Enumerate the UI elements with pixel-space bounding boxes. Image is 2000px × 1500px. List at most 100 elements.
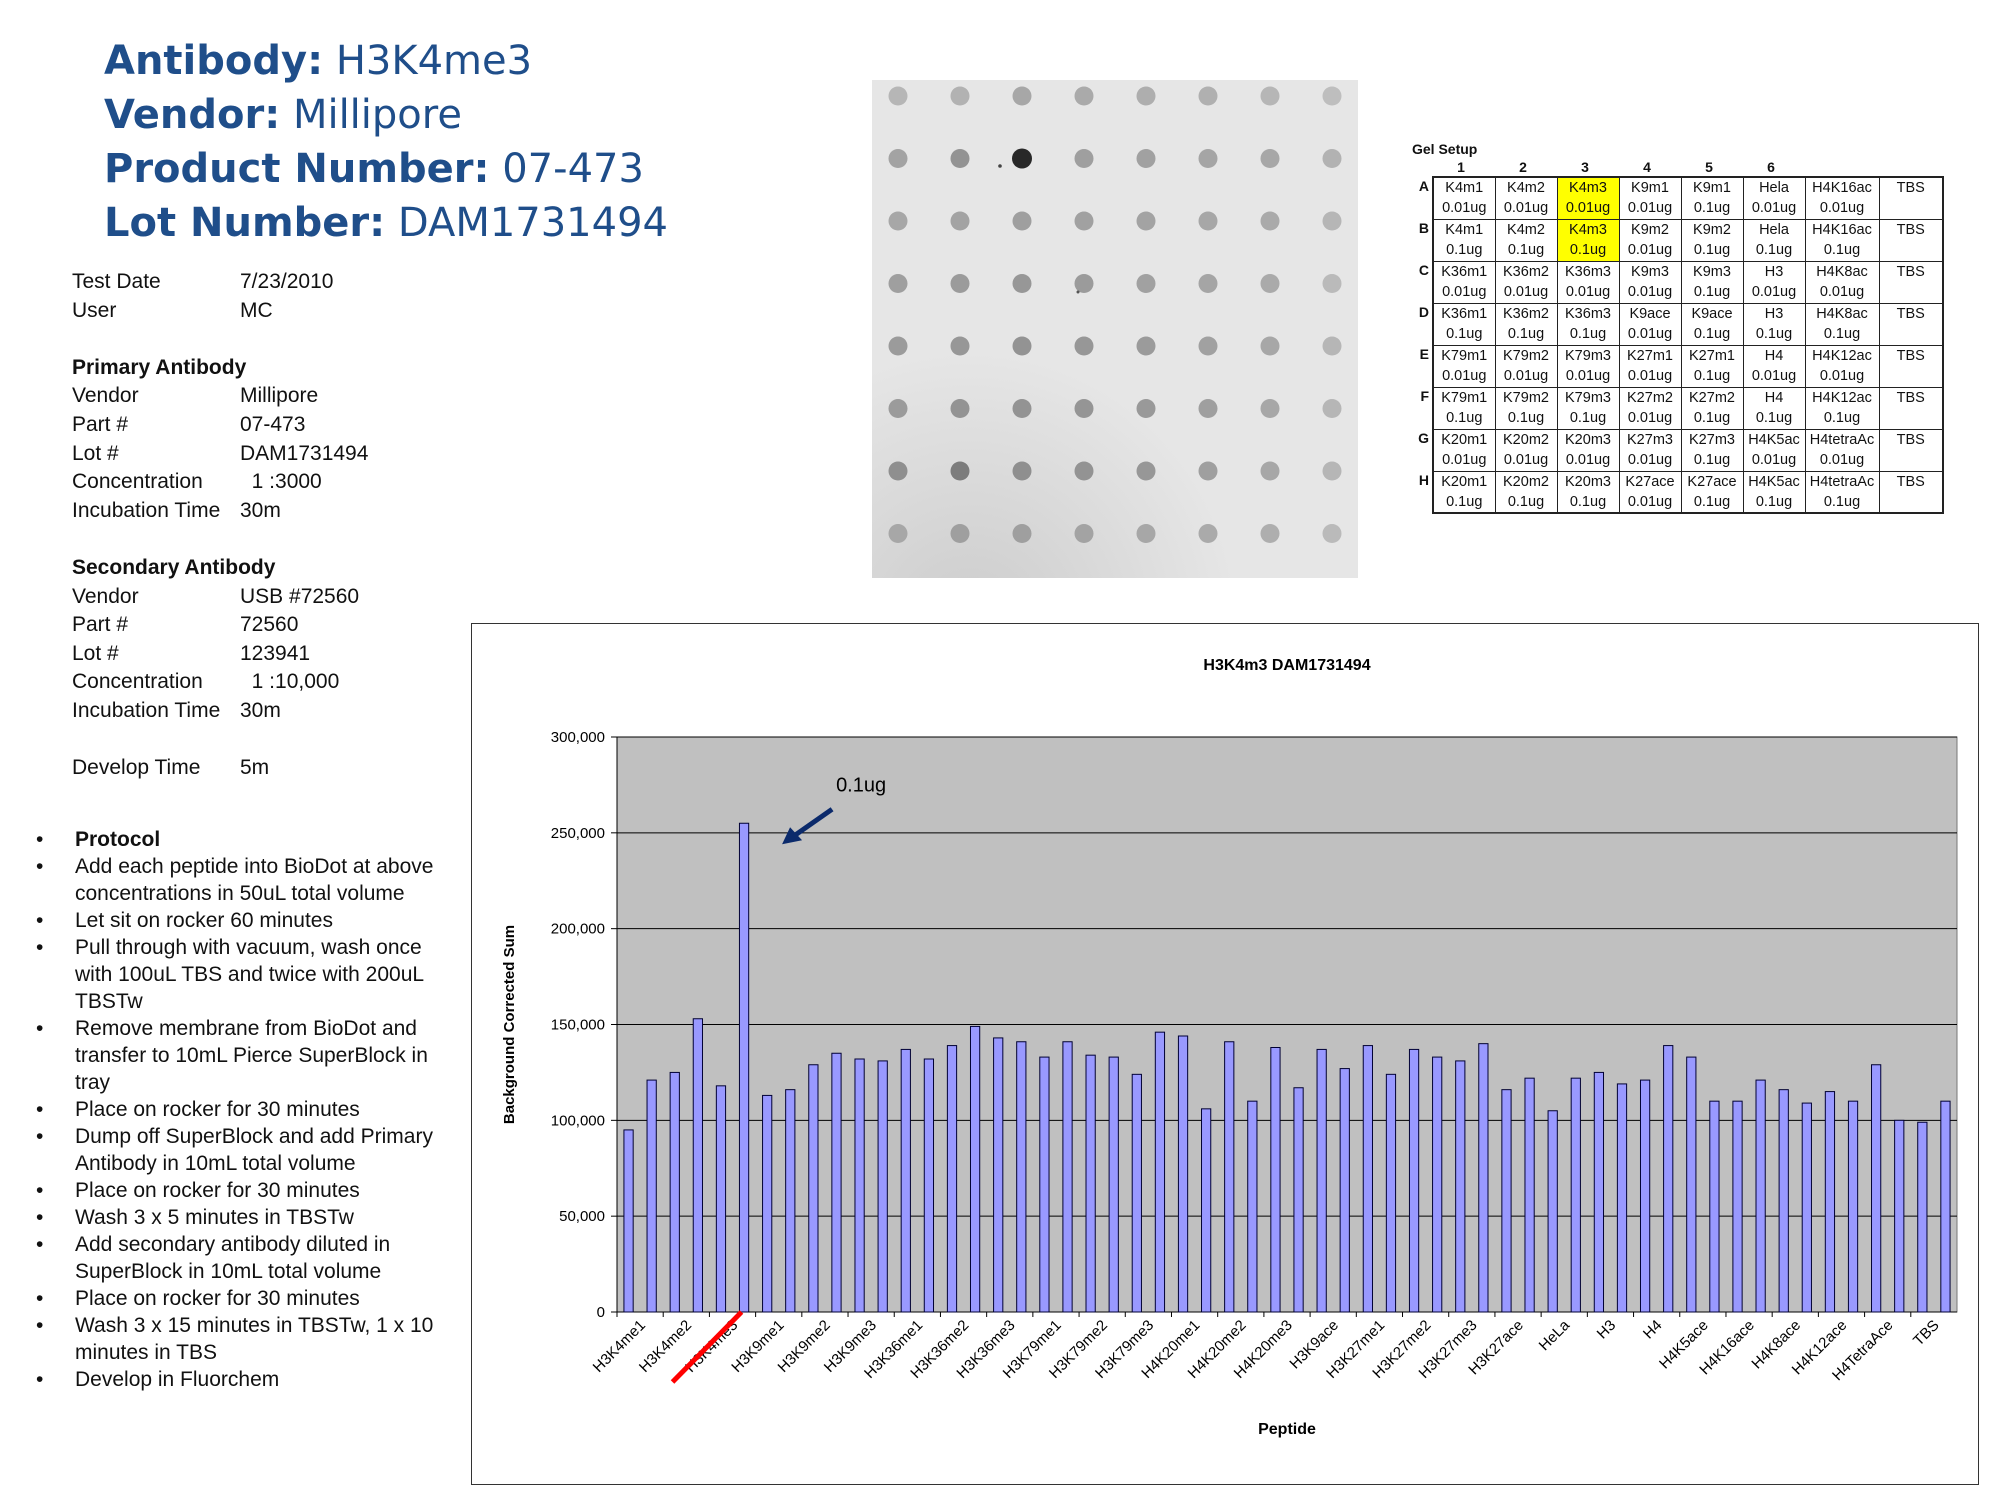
gel-cell-amount: 0.1ug bbox=[1494, 324, 1558, 346]
bar bbox=[1778, 1089, 1789, 1313]
gel-cell-peptide: K27m3 bbox=[1618, 428, 1682, 450]
gel-row-letters: A B C D E F G H bbox=[1412, 176, 1432, 514]
gel-cell-peptide: K79m3 bbox=[1556, 386, 1620, 408]
gel-cell-amount: 0.1ug bbox=[1432, 492, 1496, 514]
secondary-row: Vendor USB #72560 bbox=[72, 583, 368, 612]
gel-cell-amount: 0.01ug bbox=[1618, 282, 1682, 304]
bar bbox=[854, 1058, 865, 1313]
gel-cell-peptide: K4m1 bbox=[1432, 218, 1496, 240]
x-axis-label: Peptide bbox=[1258, 1421, 1316, 1438]
blot-dot bbox=[1322, 336, 1342, 356]
gel-cell-amount: 0.1ug bbox=[1804, 324, 1880, 346]
primary-row-value: 1 :3000 bbox=[240, 470, 322, 494]
bar bbox=[1524, 1077, 1535, 1313]
gel-cell-peptide: K79m1 bbox=[1432, 386, 1496, 408]
gel-cell-amount: 0.1ug bbox=[1432, 324, 1496, 346]
protocol-item: • Remove membrane from BioDot and transfe… bbox=[32, 1015, 452, 1096]
secondary-row-label: Vendor bbox=[72, 584, 139, 608]
gel-column-numbers: 1 2 3 4 5 6 bbox=[1430, 158, 1944, 176]
gel-cell-peptide: H4 bbox=[1742, 344, 1806, 366]
bar bbox=[1732, 1100, 1743, 1313]
bar bbox=[1177, 1035, 1189, 1313]
protocol-item-text: Wash 3 x 15 minutes in TBSTw, 1 x 10 min… bbox=[75, 1314, 434, 1364]
gel-cell-amount: 0.1ug bbox=[1804, 408, 1880, 430]
gel-cell-peptide: Hela bbox=[1742, 176, 1806, 198]
gel-col-number: 2 bbox=[1519, 159, 1527, 175]
blot-speck bbox=[1076, 290, 1080, 294]
gel-cell-peptide: H3 bbox=[1742, 260, 1806, 282]
protocol-item: • Protocol bbox=[32, 826, 452, 853]
blot-dot bbox=[1198, 211, 1218, 231]
protocol-item: • Wash 3 x 5 minutes in TBSTw bbox=[32, 1204, 452, 1231]
blot-dot bbox=[1136, 211, 1156, 231]
bar bbox=[1108, 1056, 1119, 1313]
bullet: • bbox=[36, 909, 44, 932]
gel-row-letter: C bbox=[1418, 262, 1429, 278]
blot-dot bbox=[1322, 274, 1342, 293]
bullet: • bbox=[36, 1179, 44, 1202]
bar bbox=[1385, 1073, 1397, 1313]
gel-cell-amount: 0.1ug bbox=[1804, 492, 1880, 514]
blot-dot bbox=[888, 274, 908, 293]
secondary-row-value: 30m bbox=[240, 698, 281, 722]
gel-cell-peptide: K4m3 bbox=[1556, 218, 1620, 240]
test-info: Test Date 7/23/2010 User MC Primary Antibo… bbox=[72, 268, 368, 783]
bar bbox=[1154, 1031, 1166, 1313]
gel-cell-amount: 0.1ug bbox=[1742, 324, 1806, 346]
gel-cell-amount: 0.01ug bbox=[1556, 450, 1620, 472]
gel-cell-peptide: K9m2 bbox=[1618, 218, 1682, 240]
gel-cell-amount: 0.01ug bbox=[1494, 282, 1558, 304]
gel-cell-amount: 0.01ug bbox=[1742, 450, 1806, 472]
y-tick-label: 200,000 bbox=[551, 921, 605, 938]
gel-cell-peptide: K27m2 bbox=[1680, 386, 1744, 408]
blot-dot bbox=[950, 149, 970, 168]
blot-dot bbox=[1198, 524, 1218, 543]
protocol-item-text: Protocol bbox=[75, 828, 161, 851]
x-tick-label: H4 bbox=[1640, 1317, 1666, 1343]
gel-cell-amount: 0.01ug bbox=[1432, 282, 1496, 304]
protocol-item-text: Pull through with vacuum, wash once with… bbox=[75, 936, 424, 1013]
bullet: • bbox=[36, 1098, 44, 1121]
gel-cell-tbs: TBS bbox=[1878, 344, 1944, 387]
gel-cell-peptide: K20m3 bbox=[1556, 470, 1620, 492]
gel-row-letter: B bbox=[1418, 220, 1429, 236]
blot-dot bbox=[888, 211, 908, 231]
product-line: Product Number: 07-473 bbox=[104, 142, 668, 196]
secondary-row-value: 1 :10,000 bbox=[240, 670, 340, 694]
bar bbox=[1686, 1056, 1697, 1313]
primary-row: Vendor Millipore bbox=[72, 382, 368, 411]
blot-dot bbox=[1260, 274, 1280, 293]
bar bbox=[1639, 1079, 1651, 1313]
bar bbox=[1570, 1077, 1581, 1313]
test-date-row: Test Date 7/23/2010 bbox=[72, 268, 368, 297]
user-value: MC bbox=[240, 298, 273, 322]
y-tick-label: 250,000 bbox=[551, 825, 605, 842]
protocol-item: • Place on rocker for 30 minutes bbox=[32, 1177, 452, 1204]
bullet: • bbox=[36, 1125, 44, 1148]
blot-dot bbox=[1074, 524, 1094, 543]
bullet: • bbox=[36, 1314, 44, 1337]
protocol-item-text: Place on rocker for 30 minutes bbox=[75, 1179, 360, 1202]
protocol-item: • Add each peptide into BioDot at above c… bbox=[32, 853, 452, 907]
primary-row-value: 30m bbox=[240, 498, 281, 522]
gel-cell-amount: 0.01ug bbox=[1494, 366, 1558, 388]
blot-dot bbox=[1260, 86, 1280, 106]
protocol-item-text: Place on rocker for 30 minutes bbox=[75, 1287, 360, 1310]
gel-cell-tbs: TBS bbox=[1878, 176, 1944, 219]
gel-col-number: 6 bbox=[1767, 159, 1775, 175]
bar bbox=[1917, 1121, 1928, 1313]
bar bbox=[738, 822, 750, 1313]
gel-cell-amount: 0.1ug bbox=[1680, 450, 1744, 472]
bar bbox=[1824, 1091, 1836, 1313]
gel-cell-amount: 0.1ug bbox=[1742, 240, 1806, 262]
x-tick-label: HeLa bbox=[1536, 1316, 1574, 1354]
gel-cell-amount: 0.1ug bbox=[1494, 408, 1558, 430]
bar bbox=[1755, 1079, 1766, 1313]
bar bbox=[1801, 1102, 1812, 1313]
bar bbox=[1432, 1056, 1443, 1313]
protocol-item-text: Add each peptide into BioDot at above co… bbox=[75, 855, 434, 905]
bar bbox=[692, 1018, 703, 1313]
bullet: • bbox=[36, 1368, 44, 1391]
bullet: • bbox=[36, 1233, 44, 1256]
bar bbox=[1501, 1089, 1512, 1313]
